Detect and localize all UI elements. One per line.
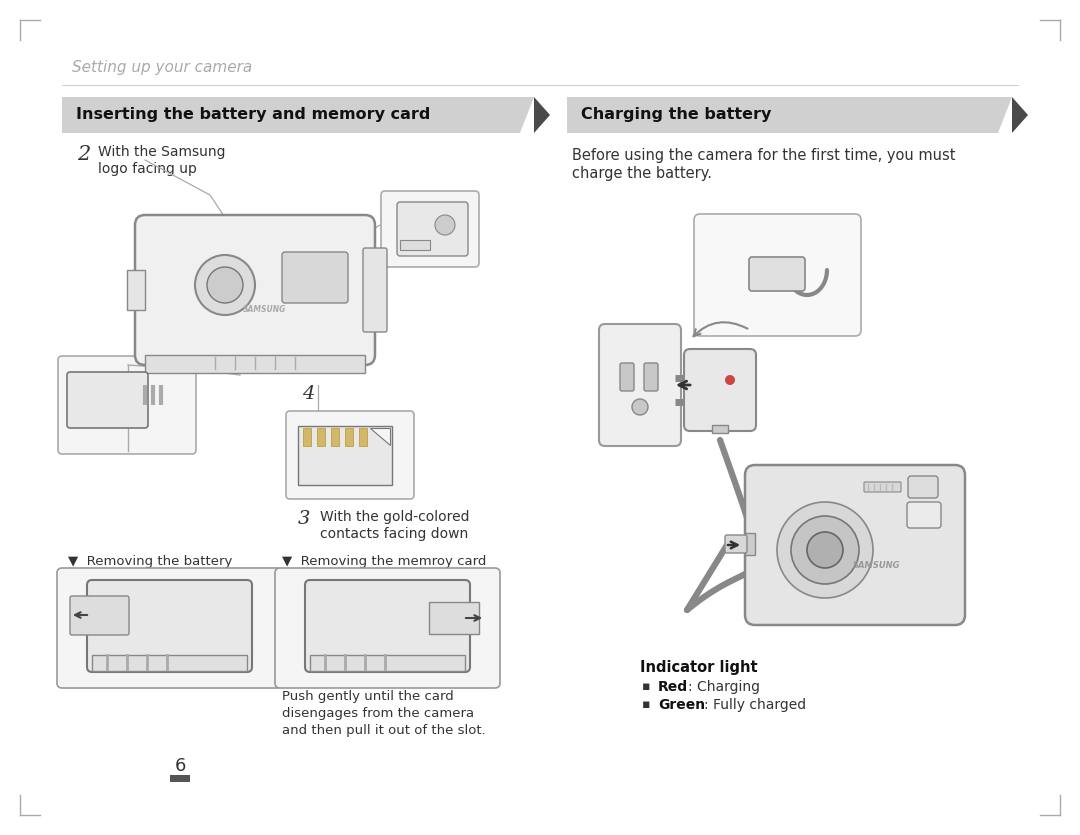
FancyBboxPatch shape bbox=[750, 257, 805, 291]
Text: With the Samsung: With the Samsung bbox=[98, 145, 226, 159]
Circle shape bbox=[777, 502, 873, 598]
Text: : Fully charged: : Fully charged bbox=[704, 698, 806, 712]
Text: 1: 1 bbox=[392, 193, 404, 211]
Circle shape bbox=[791, 516, 859, 584]
FancyBboxPatch shape bbox=[599, 324, 681, 446]
Circle shape bbox=[207, 267, 243, 303]
FancyBboxPatch shape bbox=[684, 349, 756, 431]
FancyBboxPatch shape bbox=[908, 476, 939, 498]
Circle shape bbox=[632, 399, 648, 415]
FancyBboxPatch shape bbox=[644, 363, 658, 391]
Text: and then pull it out of the slot.: and then pull it out of the slot. bbox=[282, 724, 486, 737]
Text: charge the battery.: charge the battery. bbox=[572, 166, 712, 181]
Polygon shape bbox=[62, 97, 534, 133]
FancyBboxPatch shape bbox=[67, 372, 148, 428]
FancyBboxPatch shape bbox=[57, 568, 282, 688]
FancyBboxPatch shape bbox=[745, 533, 755, 555]
FancyBboxPatch shape bbox=[303, 428, 311, 446]
FancyBboxPatch shape bbox=[87, 580, 252, 672]
FancyBboxPatch shape bbox=[725, 535, 747, 553]
Text: Indicator light: Indicator light bbox=[640, 660, 758, 675]
Text: Setting up your camera: Setting up your camera bbox=[72, 60, 253, 75]
Text: contacts facing down: contacts facing down bbox=[320, 527, 469, 541]
FancyBboxPatch shape bbox=[620, 363, 634, 391]
FancyBboxPatch shape bbox=[58, 356, 195, 454]
FancyBboxPatch shape bbox=[286, 411, 414, 499]
Text: ▼  Removing the memroy card: ▼ Removing the memroy card bbox=[282, 555, 486, 568]
FancyBboxPatch shape bbox=[135, 215, 375, 365]
Text: With the gold-colored: With the gold-colored bbox=[320, 510, 470, 524]
FancyBboxPatch shape bbox=[70, 596, 129, 635]
Text: ▪: ▪ bbox=[642, 680, 654, 693]
FancyBboxPatch shape bbox=[745, 465, 966, 625]
Text: Push gently until the card: Push gently until the card bbox=[282, 690, 454, 703]
FancyBboxPatch shape bbox=[363, 248, 387, 332]
FancyBboxPatch shape bbox=[359, 428, 367, 446]
FancyBboxPatch shape bbox=[170, 775, 190, 782]
Text: Green: Green bbox=[658, 698, 705, 712]
Circle shape bbox=[725, 375, 735, 385]
Polygon shape bbox=[567, 97, 1012, 133]
Text: SAMSUNG: SAMSUNG bbox=[853, 560, 901, 569]
Text: logo facing up: logo facing up bbox=[98, 162, 197, 176]
FancyBboxPatch shape bbox=[381, 191, 480, 267]
FancyBboxPatch shape bbox=[400, 240, 430, 250]
Text: disengages from the camera: disengages from the camera bbox=[282, 707, 474, 720]
FancyBboxPatch shape bbox=[318, 428, 325, 446]
FancyBboxPatch shape bbox=[275, 568, 500, 688]
Circle shape bbox=[195, 255, 255, 315]
FancyBboxPatch shape bbox=[330, 428, 339, 446]
Text: 3: 3 bbox=[298, 510, 310, 528]
Circle shape bbox=[807, 532, 843, 568]
Text: Before using the camera for the first time, you must: Before using the camera for the first ti… bbox=[572, 148, 956, 163]
Text: Inserting the battery and memory card: Inserting the battery and memory card bbox=[76, 108, 430, 123]
FancyBboxPatch shape bbox=[282, 252, 348, 303]
FancyBboxPatch shape bbox=[429, 602, 480, 634]
FancyBboxPatch shape bbox=[92, 655, 247, 671]
Text: 4: 4 bbox=[302, 385, 314, 403]
FancyBboxPatch shape bbox=[310, 655, 465, 671]
Text: ▪: ▪ bbox=[642, 698, 654, 711]
Text: Charging the battery: Charging the battery bbox=[581, 108, 771, 123]
FancyBboxPatch shape bbox=[345, 428, 353, 446]
FancyBboxPatch shape bbox=[145, 355, 365, 373]
FancyBboxPatch shape bbox=[694, 214, 861, 336]
FancyBboxPatch shape bbox=[305, 580, 470, 672]
Text: 6: 6 bbox=[174, 757, 186, 775]
Text: 2: 2 bbox=[77, 145, 91, 164]
FancyBboxPatch shape bbox=[127, 270, 145, 310]
Circle shape bbox=[435, 215, 455, 235]
Polygon shape bbox=[370, 428, 390, 445]
FancyBboxPatch shape bbox=[397, 202, 468, 256]
Text: ▼  Removing the battery: ▼ Removing the battery bbox=[68, 555, 232, 568]
FancyBboxPatch shape bbox=[298, 426, 392, 485]
Polygon shape bbox=[534, 97, 550, 133]
Text: SAMSUNG: SAMSUNG bbox=[243, 306, 286, 315]
Text: : Charging: : Charging bbox=[688, 680, 760, 694]
Polygon shape bbox=[1012, 97, 1028, 133]
FancyBboxPatch shape bbox=[907, 502, 941, 528]
FancyBboxPatch shape bbox=[712, 425, 728, 433]
FancyBboxPatch shape bbox=[864, 482, 901, 492]
Text: Red: Red bbox=[658, 680, 688, 694]
